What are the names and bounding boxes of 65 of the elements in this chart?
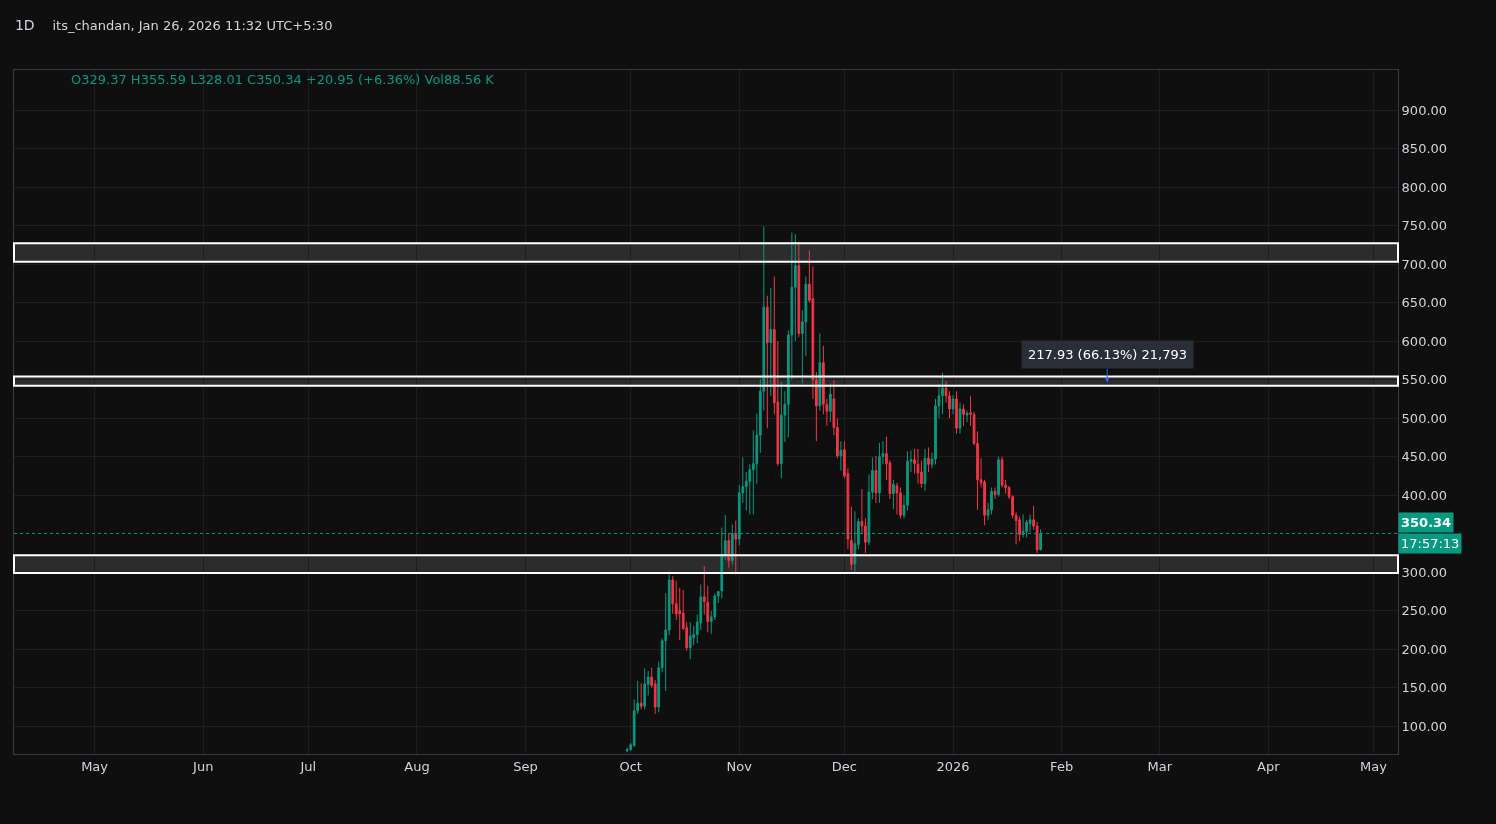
candlestick: [993, 486, 997, 500]
candlestick: [923, 448, 927, 492]
candlestick: [951, 394, 955, 415]
candlestick: [874, 455, 878, 504]
candlestick: [997, 456, 1000, 498]
candlestick: [962, 403, 965, 427]
x-tick-label: May: [1360, 758, 1388, 774]
candlestick: [916, 448, 920, 485]
candlestick: [769, 287, 773, 397]
candlestick: [734, 520, 738, 576]
x-tick-label: Jul: [299, 758, 317, 774]
y-tick-label: 200.00: [1401, 641, 1448, 657]
candlestick: [639, 682, 643, 710]
x-tick-label: May: [81, 758, 109, 774]
y-tick-label: 650.00: [1401, 295, 1448, 311]
x-tick-label: Oct: [619, 758, 642, 774]
y-tick-label: 250.00: [1401, 603, 1448, 619]
candlestick: [899, 486, 902, 519]
x-tick-label: Dec: [831, 758, 857, 774]
candlestick: [688, 621, 692, 660]
chart-title: 1D: [14, 17, 35, 34]
x-tick-label: Nov: [726, 758, 753, 774]
y-tick-label: 600.00: [1401, 333, 1448, 349]
candlestick: [895, 482, 899, 515]
candlestick: [727, 533, 731, 569]
candlestick: [839, 440, 843, 472]
ref-line-label: 350.34: [1401, 515, 1452, 530]
x-tick-label: Sep: [513, 758, 538, 774]
candlestick: [625, 747, 629, 753]
candlestick: [955, 390, 958, 435]
text: 17:57:13: [1401, 536, 1460, 551]
candlestick: [878, 442, 881, 504]
candlestick: [797, 242, 801, 338]
y-tick-label: 450.00: [1401, 449, 1448, 465]
x-tick-label: Feb: [1050, 758, 1074, 774]
candlestick: [765, 295, 769, 429]
candlestick: [941, 372, 944, 415]
x-tick-label: Apr: [1257, 758, 1281, 774]
candlestick: [892, 479, 895, 510]
y-tick-label: 750.00: [1401, 218, 1448, 234]
y-tick-label: 400.00: [1401, 487, 1448, 503]
candlestick: [643, 668, 647, 710]
y-tick-label: 550.00: [1401, 372, 1448, 388]
y-tick-label: 900.00: [1401, 102, 1448, 118]
x-tick-label: Mar: [1147, 758, 1173, 774]
candlestick: [1018, 516, 1021, 542]
y-tick-label: 700.00: [1401, 256, 1448, 272]
y-tick-label: 100.00: [1401, 718, 1448, 734]
annotation: O329.37 H355.59 L328.01 C350.34 +20.95 (+6.36%) Vol88.56 K: [71, 72, 495, 87]
candlestick: [829, 383, 832, 423]
y-tick-label: 500.00: [1401, 410, 1448, 426]
candlestick: [927, 446, 930, 473]
candlestick: [818, 332, 822, 411]
candlestick: [958, 402, 962, 435]
x-tick-label: 2026: [936, 758, 970, 774]
x-tick-label: Jun: [192, 758, 214, 774]
y-tick-label: 800.00: [1401, 179, 1448, 195]
y-tick-label: 150.00: [1401, 680, 1448, 696]
candlestick: [779, 381, 783, 479]
chart-subtitle: its_chandan, Jan 26, 2026 11:32 UTC+5:30: [52, 18, 333, 34]
y-tick-label: 300.00: [1401, 564, 1448, 580]
annotation: 217.93 (66.13%) 21,793: [1028, 347, 1187, 362]
y-tick-label: 850.00: [1401, 141, 1448, 157]
x-tick-label: Aug: [404, 758, 430, 774]
candlestick: [965, 409, 969, 423]
